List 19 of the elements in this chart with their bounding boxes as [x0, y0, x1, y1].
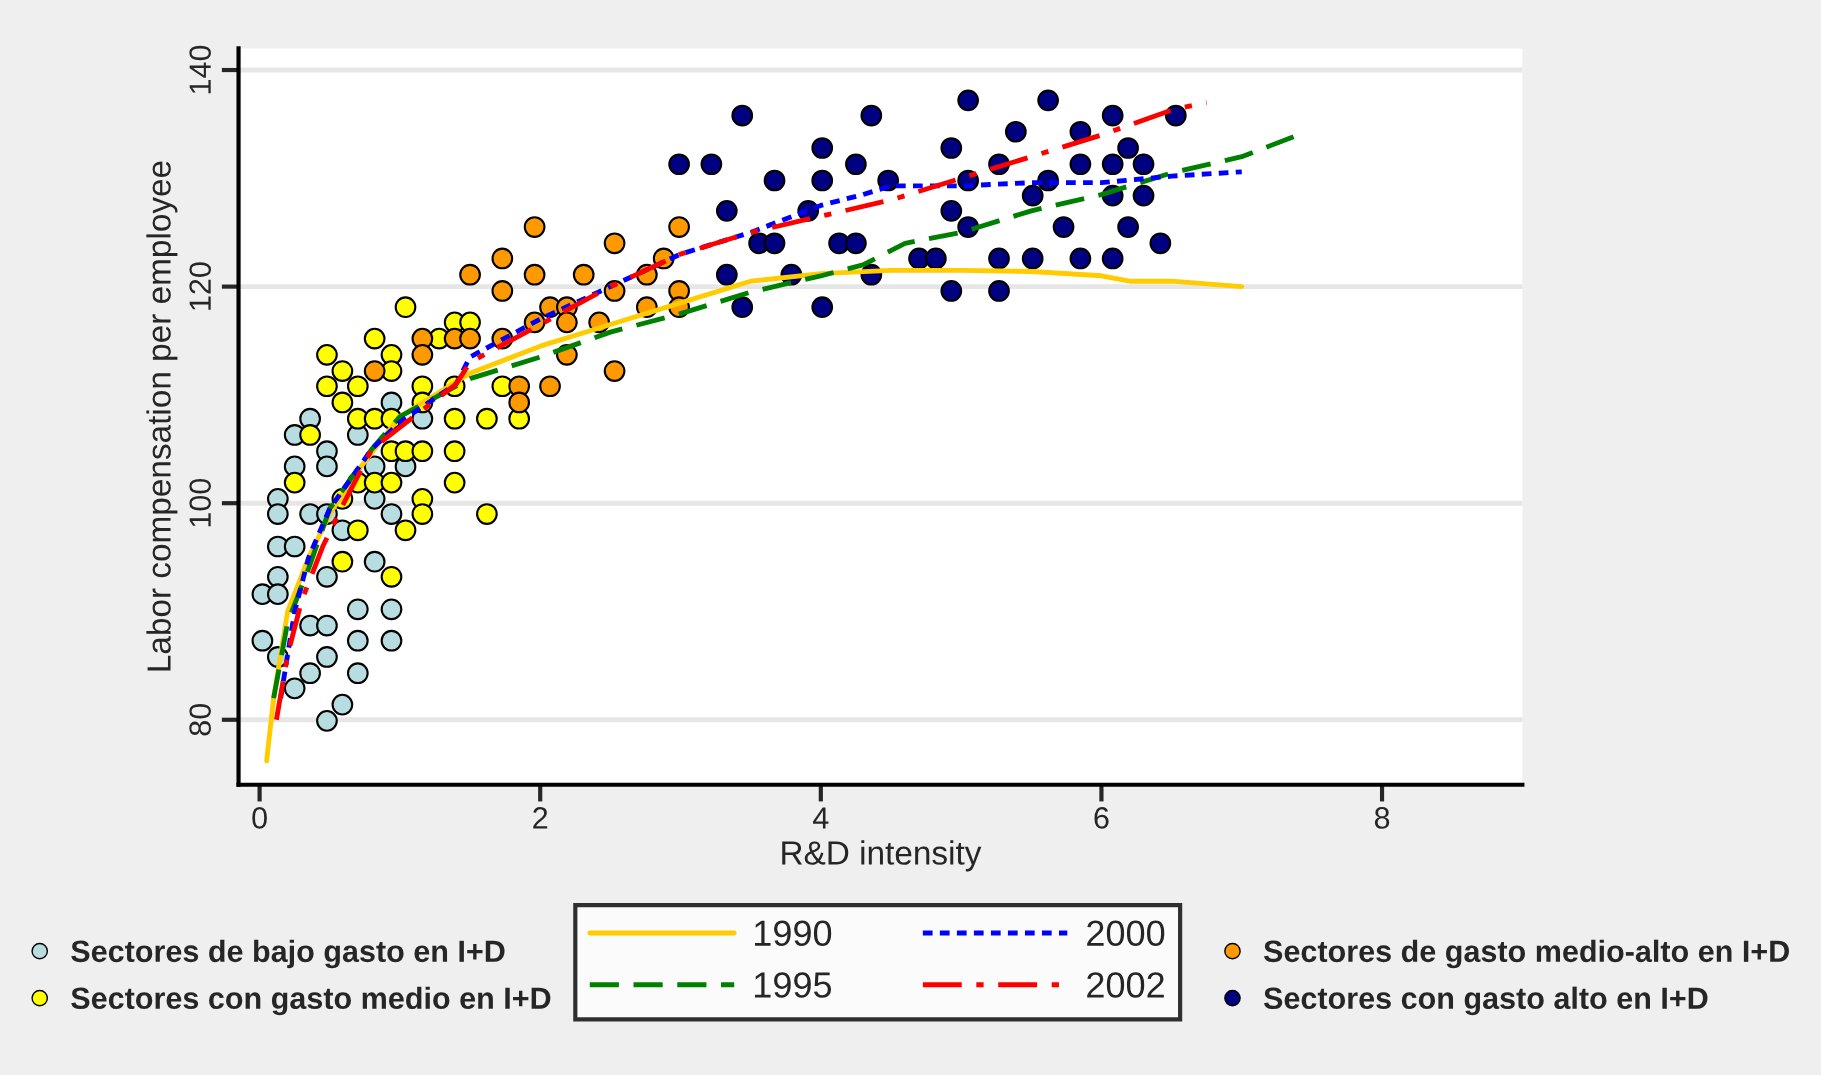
y-tick-label: 140: [189, 45, 211, 94]
y-tick-label: 100: [189, 478, 211, 527]
x-axis-title: R&D intensity: [782, 840, 982, 872]
legend-label: Sectores con gasto medio en I+D: [71, 986, 551, 1016]
legend-label: 1990: [755, 920, 832, 947]
legend-label: Sectores con gasto alto en I+D: [1263, 986, 1708, 1016]
legend-label: 2000: [1087, 920, 1165, 947]
x-tick-label: 4: [813, 807, 829, 829]
x-tick-label: 6: [1094, 807, 1109, 829]
legend-label: 2002: [1087, 972, 1164, 998]
x-tick-label: 2: [533, 807, 548, 829]
y-tick-label: 80: [189, 703, 211, 736]
legend-label: Sectores de bajo gasto en I+D: [71, 939, 505, 969]
x-tick-label: 8: [1374, 807, 1390, 829]
y-axis-title: Labor compensation per employee: [146, 161, 178, 671]
legend-label: 1995: [755, 972, 832, 998]
x-tick-label: 0: [252, 807, 267, 829]
y-tick-label: 120: [189, 262, 211, 310]
legend-label: Sectores de gasto medio-alto en I+D: [1263, 939, 1789, 969]
